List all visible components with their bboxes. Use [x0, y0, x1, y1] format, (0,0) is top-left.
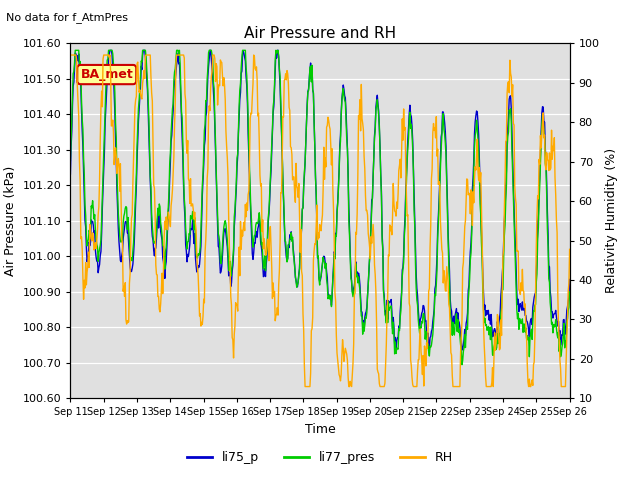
Title: Air Pressure and RH: Air Pressure and RH: [244, 25, 396, 41]
Legend: li75_p, li77_pres, RH: li75_p, li77_pres, RH: [182, 446, 458, 469]
Text: No data for f_AtmPres: No data for f_AtmPres: [6, 12, 129, 23]
Text: BA_met: BA_met: [81, 68, 133, 81]
Y-axis label: Air Pressure (kPa): Air Pressure (kPa): [4, 166, 17, 276]
X-axis label: Time: Time: [305, 423, 335, 436]
Y-axis label: Relativity Humidity (%): Relativity Humidity (%): [605, 148, 618, 293]
